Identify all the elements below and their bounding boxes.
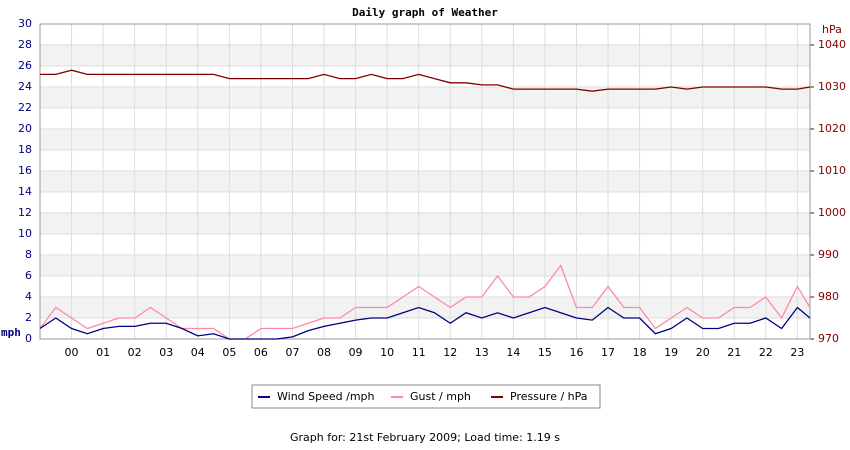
grid-band <box>40 255 810 276</box>
y-tick-label: 14 <box>18 185 32 198</box>
legend-label: Pressure / hPa <box>510 390 588 403</box>
x-tick-label: 05 <box>222 346 236 359</box>
x-tick-label: 02 <box>128 346 142 359</box>
legend-label: Gust / mph <box>410 390 471 403</box>
y-tick-label: 24 <box>18 80 32 93</box>
grid-band <box>40 87 810 108</box>
grid-band <box>40 297 810 318</box>
y2-tick-label: 1040 <box>818 38 846 51</box>
grid-band <box>40 129 810 150</box>
y-tick-label: 12 <box>18 206 32 219</box>
x-tick-label: 10 <box>380 346 394 359</box>
y-tick-label: 0 <box>25 332 32 345</box>
y-tick-label: 26 <box>18 59 32 72</box>
y-tick-label: 6 <box>25 269 32 282</box>
legend <box>251 384 601 409</box>
y2-tick-label: 990 <box>818 248 839 261</box>
x-tick-label: 21 <box>727 346 741 359</box>
y2-tick-label: 1030 <box>818 80 846 93</box>
x-tick-label: 17 <box>601 346 615 359</box>
plot-border <box>39 23 811 340</box>
x-tick-label: 08 <box>317 346 331 359</box>
y-tick-label: 20 <box>18 122 32 135</box>
x-tick-label: 07 <box>285 346 299 359</box>
x-tick-label: 01 <box>96 346 110 359</box>
y-axis-label: mph <box>1 326 21 339</box>
y-tick-label: 4 <box>25 290 32 303</box>
y2-tick-label: 970 <box>818 332 839 345</box>
y2-tick-label: 980 <box>818 290 839 303</box>
x-tick-label: 16 <box>569 346 583 359</box>
y2-tick-label: 1000 <box>818 206 846 219</box>
x-tick-label: 15 <box>538 346 552 359</box>
x-tick-label: 20 <box>696 346 710 359</box>
legend-label: Wind Speed /mph <box>277 390 375 403</box>
grid-band <box>40 213 810 234</box>
x-tick-label: 23 <box>790 346 804 359</box>
y2-tick-label: 1010 <box>818 164 846 177</box>
x-tick-label: 03 <box>159 346 173 359</box>
grid-band <box>40 171 810 192</box>
x-tick-label: 00 <box>65 346 79 359</box>
y-tick-label: 2 <box>25 311 32 324</box>
y2-axis-label: hPa <box>822 23 842 36</box>
series-line <box>40 69 811 92</box>
y-tick-label: 30 <box>18 17 32 30</box>
grid-band <box>40 45 810 66</box>
y-tick-label: 8 <box>25 248 32 261</box>
footer: Graph for: 21st February 2009; Load time… <box>290 431 560 444</box>
y-tick-label: 16 <box>18 164 32 177</box>
y-tick-label: 18 <box>18 143 32 156</box>
x-tick-label: 22 <box>759 346 773 359</box>
series-line <box>39 264 811 340</box>
y-tick-label: 10 <box>18 227 32 240</box>
series-line <box>39 306 811 340</box>
x-tick-label: 04 <box>191 346 205 359</box>
y-tick-label: 28 <box>18 38 32 51</box>
x-tick-label: 09 <box>349 346 363 359</box>
x-tick-label: 18 <box>633 346 647 359</box>
y-tick-label: 22 <box>18 101 32 114</box>
x-tick-label: 11 <box>412 346 426 359</box>
x-tick-label: 12 <box>443 346 457 359</box>
x-tick-label: 13 <box>475 346 489 359</box>
x-tick-label: 14 <box>506 346 520 359</box>
x-tick-label: 06 <box>254 346 268 359</box>
chart-title: Daily graph of Weather <box>352 6 498 19</box>
y2-tick-label: 1020 <box>818 122 846 135</box>
x-tick-label: 19 <box>664 346 678 359</box>
